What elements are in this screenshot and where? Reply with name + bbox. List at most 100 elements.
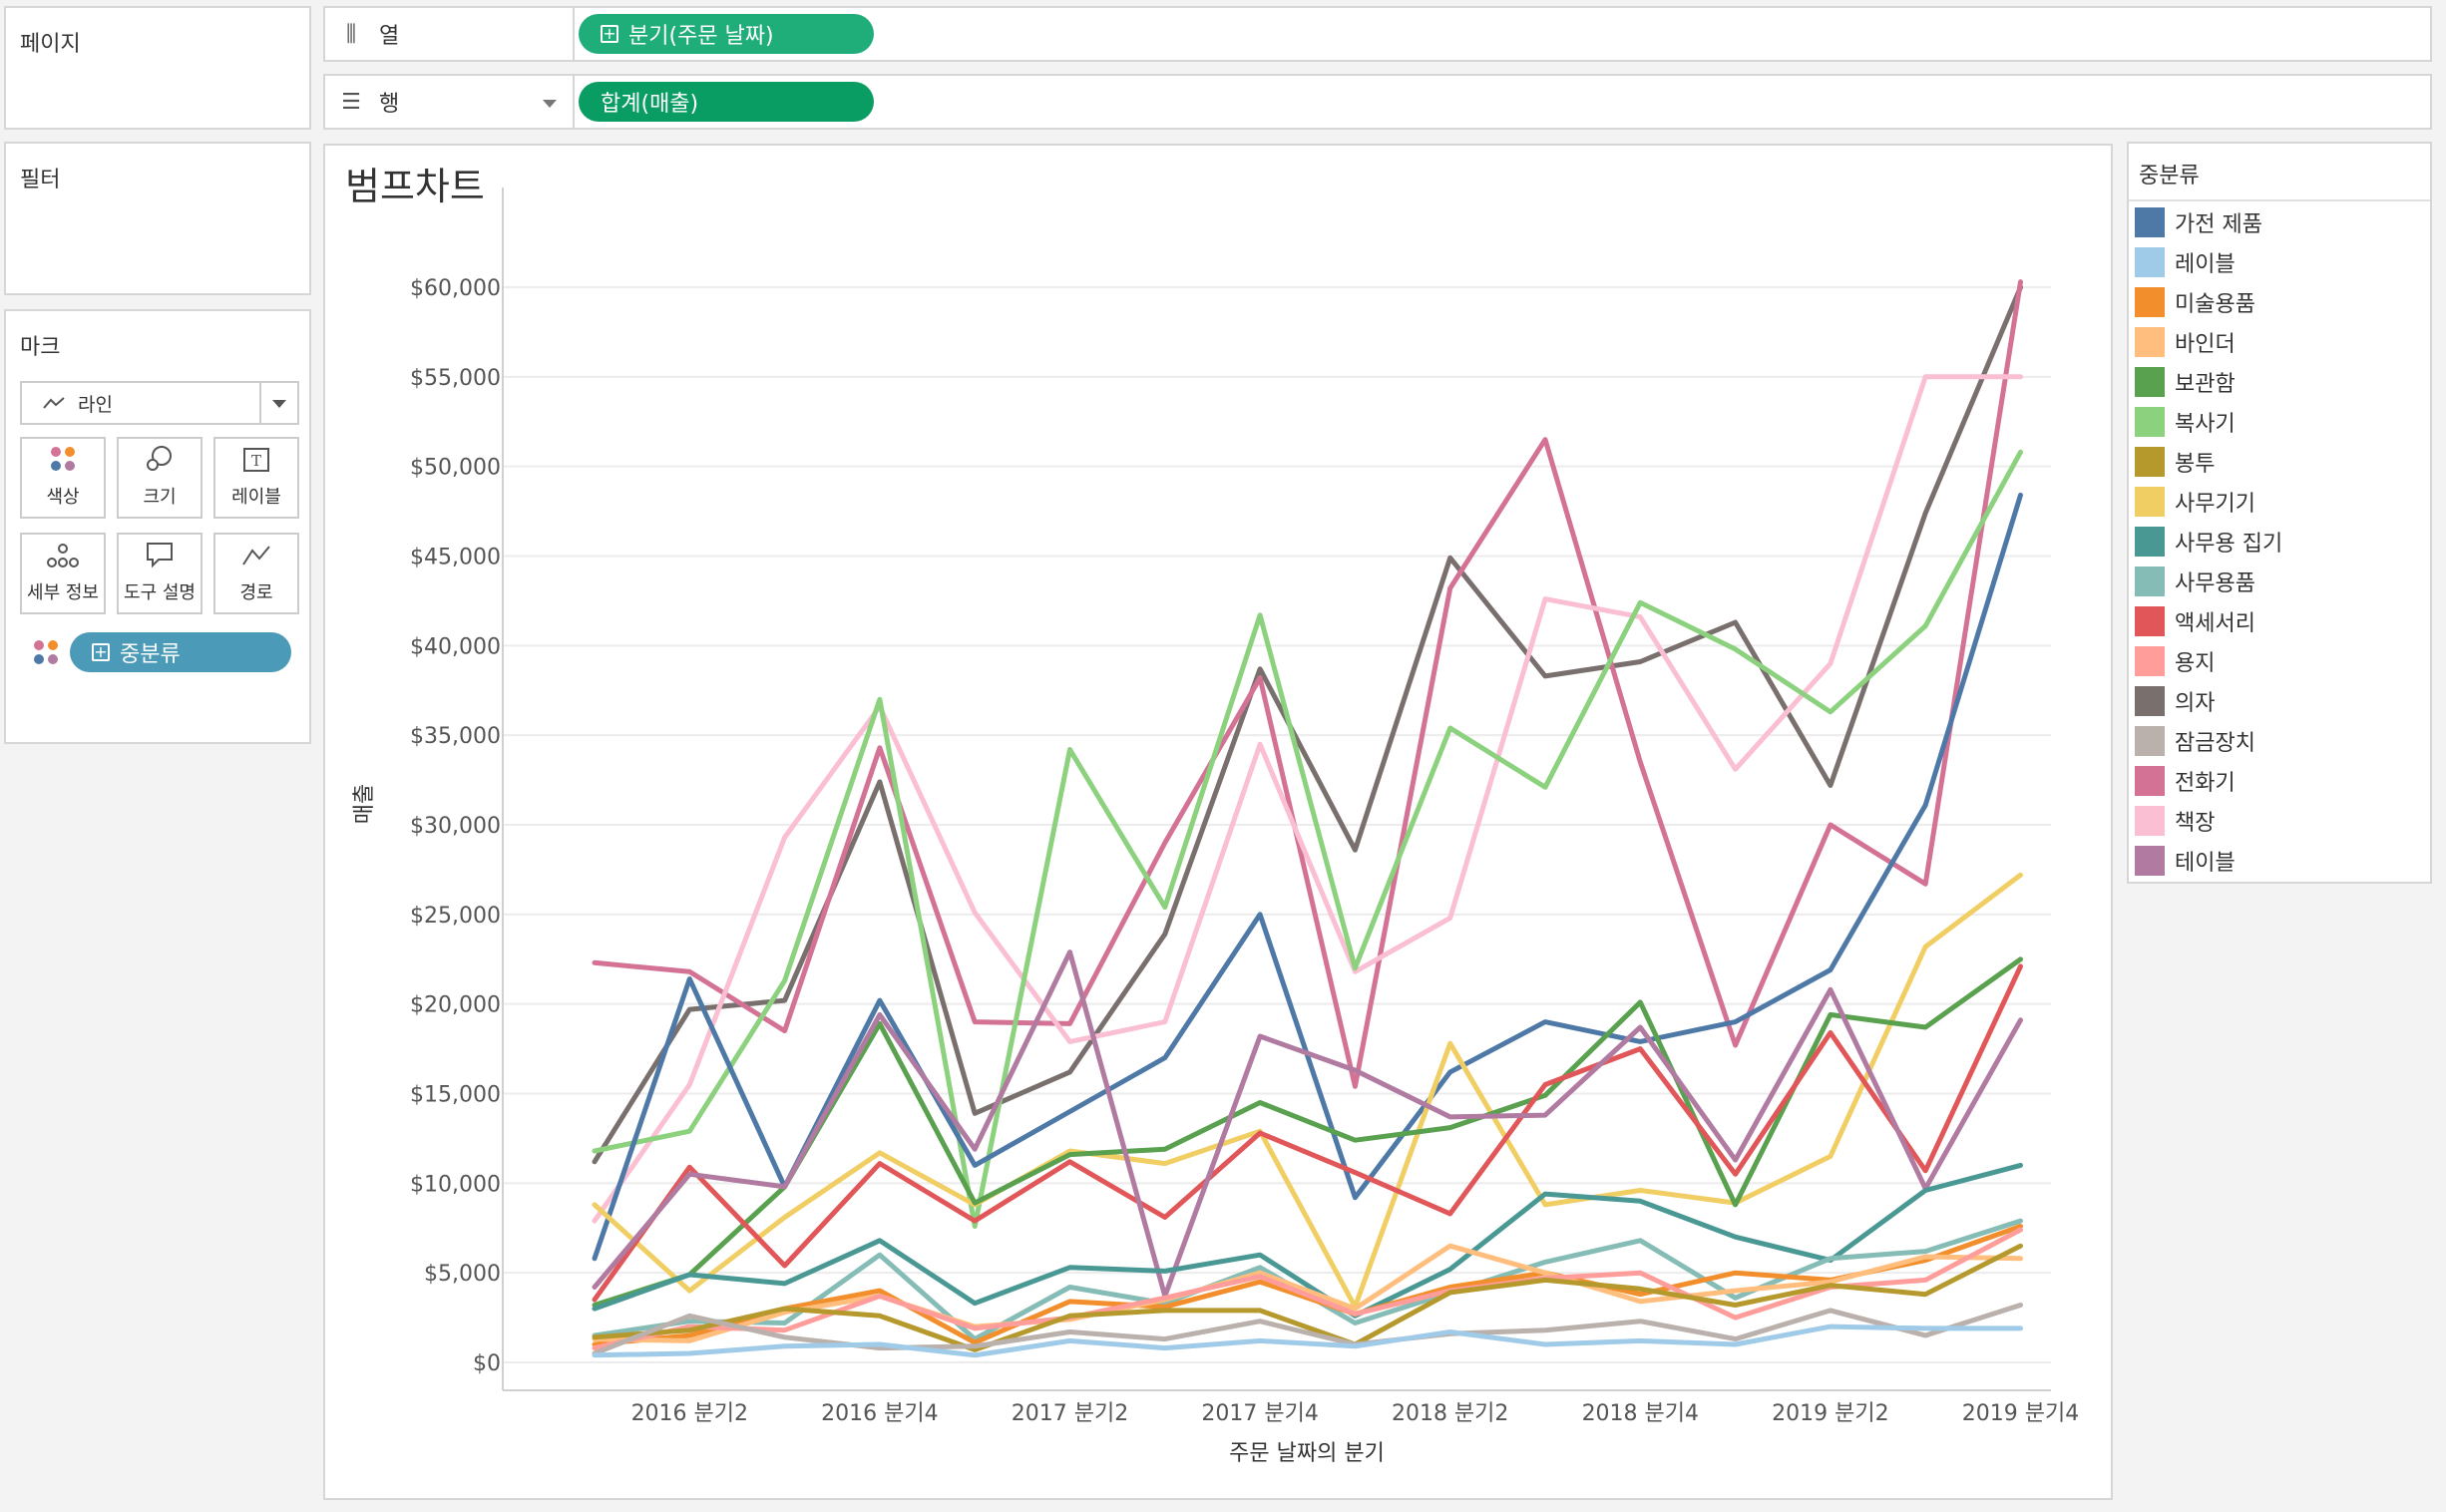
legend-label: 보관함 <box>2175 372 2236 397</box>
legend-swatch <box>2135 447 2165 477</box>
legend-item[interactable]: 테이블 <box>2135 846 2236 876</box>
y-tick-label: $15,000 <box>410 1083 501 1108</box>
chevron-down-icon[interactable] <box>272 400 286 408</box>
legend-item[interactable]: 사무용 집기 <box>2135 527 2282 557</box>
x-tick-label: 2019 분기4 <box>1962 1401 2079 1426</box>
columns-label-text: 열 <box>379 24 400 49</box>
chart-panel: 범프차트 $0 $5,000 $10,000 $15,000 $20,000 $25,00… <box>323 144 2113 1500</box>
y-tick-label: $10,000 <box>410 1172 501 1197</box>
tooltip-bubble-icon <box>147 543 173 568</box>
legend-swatch <box>2135 247 2165 277</box>
y-tick-label: $30,000 <box>410 814 501 839</box>
legend-label: 사무용 집기 <box>2175 532 2283 557</box>
expand-icon[interactable]: + <box>92 643 110 661</box>
legend-label: 의자 <box>2175 691 2216 716</box>
legend-item[interactable]: 보관함 <box>2135 367 2236 397</box>
series-line-3[interactable] <box>592 374 2023 1224</box>
path-button[interactable]: 경로 <box>213 533 299 614</box>
y-tick-label: $25,000 <box>410 904 501 929</box>
mark-type-text: 라인 <box>78 393 113 416</box>
y-tick-label: $60,000 <box>410 276 501 301</box>
size-button-label: 크기 <box>143 487 177 508</box>
series-line-15[interactable] <box>592 1243 2023 1352</box>
y-tick-label: $0 <box>473 1351 501 1376</box>
color-pill-text: 중분류 <box>120 642 181 667</box>
series-line-10[interactable] <box>592 1162 2023 1319</box>
legend-label: 복사기 <box>2175 412 2236 437</box>
legend-swatch <box>2135 606 2165 636</box>
legend-item[interactable]: 봉투 <box>2135 447 2215 477</box>
columns-shelf[interactable]: ⫼ 열 + 분기(주문 날짜) <box>323 6 2432 62</box>
rows-pill-text: 합계(매출) <box>601 92 699 117</box>
series-line-13[interactable] <box>592 1243 2023 1343</box>
detail-button-label: 세부 정보 <box>27 582 99 603</box>
legend-item[interactable]: 레이블 <box>2135 247 2236 277</box>
pages-panel[interactable]: 페이지 <box>4 6 311 130</box>
label-button[interactable]: T 레이블 <box>213 437 299 519</box>
tooltip-button[interactable]: 도구 설명 <box>117 533 203 614</box>
legend-item[interactable]: 책장 <box>2135 806 2215 836</box>
legend-swatch <box>2135 527 2165 557</box>
legend-swatch <box>2135 686 2165 716</box>
rows-shelf-label: ☰ 행 <box>325 76 575 128</box>
series-line-12[interactable] <box>592 1224 2023 1347</box>
y-tick-label: $20,000 <box>410 993 501 1018</box>
columns-icon: ⫼ <box>345 21 357 47</box>
legend-item[interactable]: 바인더 <box>2135 327 2236 357</box>
legend-label: 용지 <box>2175 651 2216 676</box>
rows-icon: ☰ <box>341 89 361 115</box>
legend-item[interactable]: 사무용품 <box>2135 567 2255 596</box>
legend-item[interactable]: 액세서리 <box>2135 606 2255 636</box>
color-pill-subcategory[interactable]: + 중분류 <box>70 632 291 672</box>
series-line-17[interactable] <box>592 1323 2023 1358</box>
detail-button[interactable]: 세부 정보 <box>20 533 106 614</box>
rows-shelf[interactable]: ☰ 행 합계(매출) <box>323 74 2432 130</box>
line-chart[interactable]: $0 $5,000 $10,000 $15,000 $20,000 $25,000 $30,… <box>325 146 2111 1498</box>
marks-panel[interactable]: 마크 라인 색상 크기 T 레이블 세부 정보 도구 설명 경로 + 중분류 <box>4 309 311 744</box>
detail-dots-icon <box>47 544 79 567</box>
x-tick-label: 2017 분기2 <box>1012 1401 1128 1426</box>
expand-icon[interactable]: + <box>601 25 618 43</box>
path-line-icon <box>242 546 270 566</box>
legend-label: 액세서리 <box>2175 611 2255 636</box>
legend-item[interactable]: 의자 <box>2135 686 2215 716</box>
columns-pill-quarter-order-date[interactable]: + 분기(주문 날짜) <box>579 14 874 54</box>
y-tick-label: $50,000 <box>410 456 501 481</box>
pages-label: 페이지 <box>20 32 81 57</box>
legend-item[interactable]: 복사기 <box>2135 407 2236 437</box>
size-button[interactable]: 크기 <box>117 437 203 519</box>
legend-swatch <box>2135 287 2165 317</box>
rows-dropdown-icon[interactable] <box>543 100 557 108</box>
legend-swatch <box>2135 806 2165 836</box>
legend-swatch <box>2135 846 2165 876</box>
y-tick-label: $5,000 <box>424 1262 501 1287</box>
legend-item[interactable]: 미술용품 <box>2135 287 2255 317</box>
legend-label: 가전 제품 <box>2175 212 2262 237</box>
filters-panel[interactable]: 필터 <box>4 142 311 295</box>
legend-item[interactable]: 가전 제품 <box>2135 207 2262 237</box>
filters-label: 필터 <box>20 168 61 192</box>
series-line-16[interactable] <box>592 1303 2023 1356</box>
legend-swatch <box>2135 487 2165 517</box>
legend-item[interactable]: 전화기 <box>2135 766 2236 796</box>
legend-item[interactable]: 사무기기 <box>2135 487 2255 517</box>
columns-shelf-label: ⫼ 열 <box>325 8 575 60</box>
x-axis-title: 주문 날짜의 분기 <box>1229 1441 1385 1466</box>
series-line-4[interactable] <box>592 449 2023 1229</box>
series-line-9[interactable] <box>592 949 2023 1299</box>
legend-item[interactable]: 용지 <box>2135 646 2215 676</box>
legend-swatch <box>2135 726 2165 756</box>
legend-swatch <box>2135 646 2165 676</box>
series-line-8[interactable] <box>592 963 2023 1303</box>
series-line-2[interactable] <box>592 279 2023 1089</box>
y-tick-label: $35,000 <box>410 724 501 749</box>
rows-pill-sum-sales[interactable]: 합계(매출) <box>579 82 874 122</box>
mark-type-dropdown[interactable]: 라인 <box>20 381 299 425</box>
color-button[interactable]: 색상 <box>20 437 106 519</box>
legend-label: 사무기기 <box>2175 492 2255 517</box>
color-legend[interactable]: 중분류 가전 제품 레이블 미술용품 바인더 보관함 복사기 봉투 사무기기 사무용 집기 사무용… <box>2127 142 2432 884</box>
legend-label: 봉투 <box>2175 452 2216 477</box>
series-line-5[interactable] <box>592 492 2023 1262</box>
series-line-6[interactable] <box>592 872 2023 1310</box>
legend-item[interactable]: 잠금장치 <box>2135 726 2255 756</box>
